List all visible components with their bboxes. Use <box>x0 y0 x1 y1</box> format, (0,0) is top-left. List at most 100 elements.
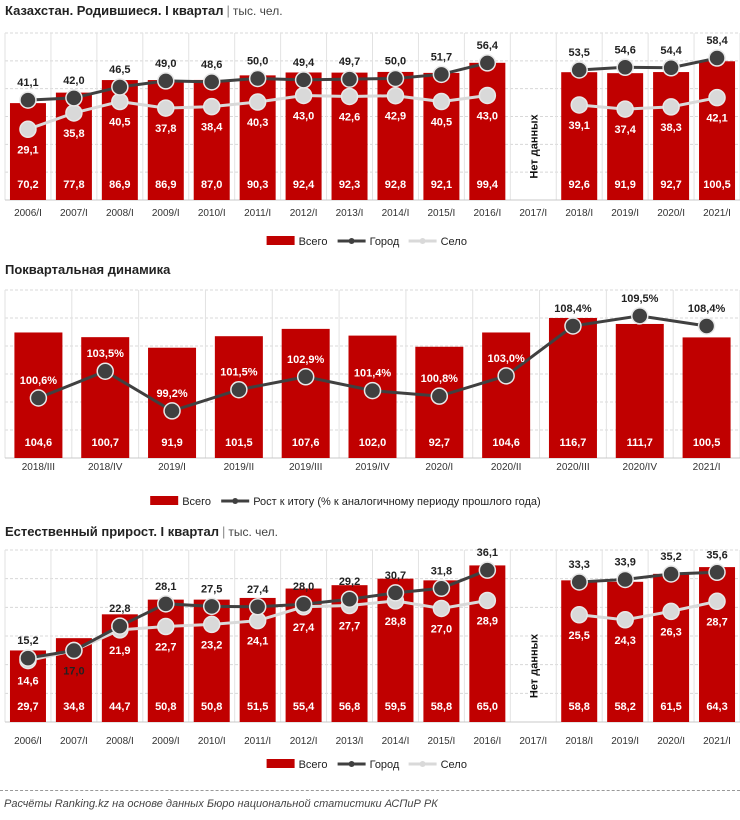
bar-2019/III <box>281 328 330 458</box>
data-point <box>363 381 382 400</box>
data-point <box>708 592 726 611</box>
bar-2006/I <box>9 103 46 200</box>
x-tick-label: 2018/IV <box>88 462 123 473</box>
line-value-label: 40,5 <box>109 117 130 129</box>
series-line-secondary <box>579 96 718 111</box>
bar-value-label: 91,9 <box>161 437 182 449</box>
line-value-label: 27,4 <box>247 584 269 596</box>
data-point <box>631 307 649 325</box>
x-tick-label: 2012/I <box>290 208 318 219</box>
bar-2018/IV <box>81 337 130 458</box>
chart-3-unit: тыс. чел. <box>228 525 279 539</box>
bar-2021/I <box>682 337 731 458</box>
series-line-primary <box>579 56 718 72</box>
line-value-label: 43,0 <box>293 110 314 122</box>
x-tick-label: 2011/I <box>244 208 271 219</box>
data-point <box>616 570 634 589</box>
data-point <box>432 92 451 111</box>
bar-2020/II <box>482 332 531 458</box>
x-tick-label: 2020/I <box>657 736 685 747</box>
line-value-label: 33,3 <box>569 559 590 571</box>
data-point <box>662 59 680 77</box>
data-point <box>430 387 449 405</box>
data-point <box>65 89 83 107</box>
data-point <box>340 70 359 88</box>
legend-label: Всего <box>182 496 211 508</box>
series-line-secondary <box>579 599 718 622</box>
data-point <box>478 86 497 105</box>
line-value-label: 49,4 <box>293 57 315 69</box>
bar-value-label: 56,8 <box>339 701 360 713</box>
data-point <box>111 92 129 111</box>
data-point <box>432 579 451 598</box>
line-value-label: 24,1 <box>247 636 268 648</box>
bar-value-label: 58,8 <box>569 701 590 713</box>
line-value-label: 41,1 <box>17 77 38 89</box>
x-tick-label: 2013/I <box>336 736 364 747</box>
line-value-label: 14,6 <box>17 676 38 688</box>
x-tick-label: 2021/I <box>703 208 731 219</box>
bar-value-label: 58,8 <box>431 701 452 713</box>
footer-divider <box>0 790 740 791</box>
x-tick-label: 2008/I <box>106 736 134 747</box>
data-point <box>163 402 181 420</box>
bar-value-label: 104,6 <box>492 437 520 449</box>
data-point <box>570 61 588 79</box>
x-tick-label: 2021/I <box>703 736 731 747</box>
x-tick-label: 2011/I <box>244 736 271 747</box>
chart-2-title-text: Поквартальная динамика <box>5 262 171 277</box>
x-tick-label: 2020/I <box>425 462 453 473</box>
data-point <box>708 563 726 582</box>
line-value-label: 103,0% <box>487 353 525 365</box>
bar-value-label: 107,6 <box>292 437 320 449</box>
data-point <box>708 49 726 67</box>
line-value-label: 50,0 <box>247 55 268 67</box>
bar-2019/I <box>607 581 644 722</box>
data-point <box>708 88 726 107</box>
legend-label: Город <box>370 236 400 248</box>
bar-2020/I <box>653 573 690 722</box>
data-point <box>29 389 48 407</box>
line-value-label: 37,4 <box>614 124 636 136</box>
line-value-label: 40,5 <box>431 117 452 129</box>
line-value-label: 56,4 <box>477 40 499 52</box>
line-value-label: 108,4% <box>554 303 592 315</box>
line-value-label: 39,1 <box>569 120 590 132</box>
bar-value-label: 92,6 <box>569 179 590 191</box>
data-point <box>202 615 221 634</box>
line-value-label: 54,6 <box>614 44 635 56</box>
legend-swatch-marker <box>419 238 426 244</box>
bar-value-label: 101,5 <box>225 437 253 449</box>
x-tick-label: 2007/I <box>60 736 88 747</box>
x-tick-label: 2017/I <box>519 208 547 219</box>
bar-2020/I <box>653 72 690 200</box>
chart-1-unit: тыс. чел. <box>232 4 283 18</box>
legend-label: Рост к итогу (% к аналогичному периоду п… <box>253 496 541 508</box>
x-tick-label: 2019/I <box>611 208 639 219</box>
bar-value-label: 58,2 <box>614 701 635 713</box>
line-value-label: 38,4 <box>201 122 223 134</box>
line-value-label: 17,0 <box>63 666 84 678</box>
data-point <box>478 561 497 579</box>
bar-value-label: 92,7 <box>660 179 681 191</box>
bar-value-label: 59,5 <box>385 701 406 713</box>
legend-swatch-marker <box>348 238 355 244</box>
data-point <box>497 367 515 385</box>
data-point <box>19 91 37 109</box>
legend-label: Село <box>441 236 467 248</box>
data-point <box>19 649 37 667</box>
data-point <box>157 99 175 117</box>
line-value-label: 58,4 <box>706 35 728 47</box>
legend-label: Всего <box>299 236 328 248</box>
chart-2-title: Поквартальная динамика <box>5 262 170 277</box>
data-point <box>386 69 405 88</box>
x-tick-label: 2006/I <box>14 736 42 747</box>
line-value-label: 25,5 <box>569 630 590 642</box>
data-point <box>478 54 497 72</box>
line-value-label: 27,4 <box>293 622 315 634</box>
line-value-label: 42,0 <box>63 75 84 87</box>
data-point <box>248 598 267 616</box>
line-value-label: 15,2 <box>17 635 38 647</box>
data-point <box>230 380 248 399</box>
